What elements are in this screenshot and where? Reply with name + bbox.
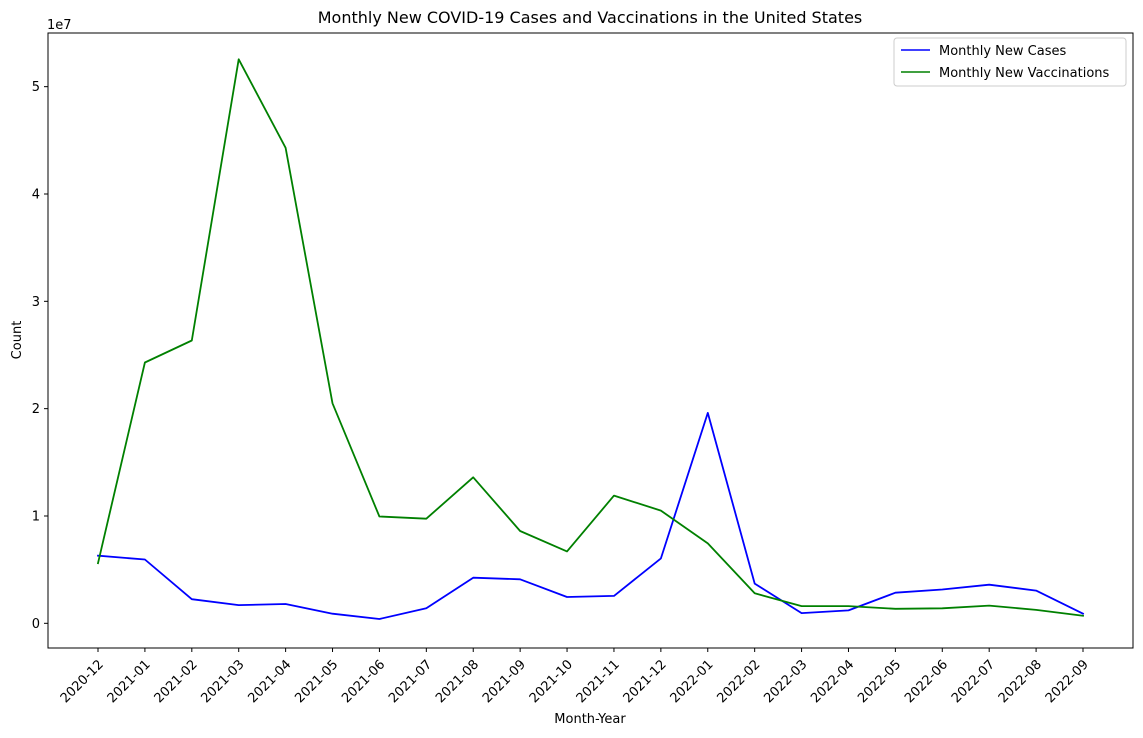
x-tick-label: 2022-04 xyxy=(808,657,857,706)
y-tick-label: 0 xyxy=(32,617,40,632)
plot-area xyxy=(47,32,1134,649)
legend-label-vaccinations: Monthly New Vaccinations xyxy=(939,66,1110,81)
x-tick-label: 2021-11 xyxy=(574,657,623,706)
x-tick-label: 2022-08 xyxy=(996,657,1045,706)
y-axis-title: Count xyxy=(10,321,25,360)
x-tick-label: 2021-01 xyxy=(105,657,154,706)
y-tick-label: 2 xyxy=(32,402,40,417)
x-axis: 2020-122021-012021-022021-032021-042021-… xyxy=(58,648,1092,706)
chart-title: Monthly New COVID-19 Cases and Vaccinati… xyxy=(318,8,863,27)
y-tick-label: 4 xyxy=(32,187,40,202)
y-offset-label: 1e7 xyxy=(47,18,72,33)
x-tick-label: 2021-05 xyxy=(292,657,341,706)
x-axis-title: Month-Year xyxy=(554,712,626,727)
x-tick-label: 2022-03 xyxy=(761,657,810,706)
x-tick-label: 2021-06 xyxy=(339,657,388,706)
x-tick-label: 2022-05 xyxy=(855,657,904,706)
x-tick-label: 2021-09 xyxy=(480,657,529,706)
x-tick-label: 2021-07 xyxy=(386,657,435,706)
y-tick-label: 3 xyxy=(32,295,40,310)
y-tick-label: 1 xyxy=(32,509,40,524)
series-layer xyxy=(96,58,1085,620)
y-axis: 0 1 2 3 4 5 xyxy=(32,80,48,632)
x-tick-label: 2022-07 xyxy=(949,657,998,706)
series-line-vaccinations xyxy=(96,58,1085,617)
legend: Monthly New Cases Monthly New Vaccinatio… xyxy=(893,37,1127,87)
y-tick-label: 5 xyxy=(32,80,40,95)
x-tick-label: 2021-10 xyxy=(527,657,576,706)
x-tick-label: 2022-09 xyxy=(1043,657,1092,706)
legend-box xyxy=(893,37,1127,87)
plot-frame xyxy=(47,32,1134,649)
series-line-cases xyxy=(97,411,1085,620)
x-tick-label: 2022-01 xyxy=(668,657,717,706)
x-tick-label: 2020-12 xyxy=(58,657,107,706)
x-tick-label: 2021-03 xyxy=(199,657,248,706)
x-tick-label: 2021-04 xyxy=(245,657,294,706)
x-tick-label: 2021-08 xyxy=(433,657,482,706)
x-tick-label: 2022-06 xyxy=(902,657,951,706)
x-tick-label: 2021-12 xyxy=(621,657,670,706)
legend-label-cases: Monthly New Cases xyxy=(939,44,1066,59)
x-tick-label: 2022-02 xyxy=(714,657,763,706)
x-tick-label: 2021-02 xyxy=(152,657,201,706)
